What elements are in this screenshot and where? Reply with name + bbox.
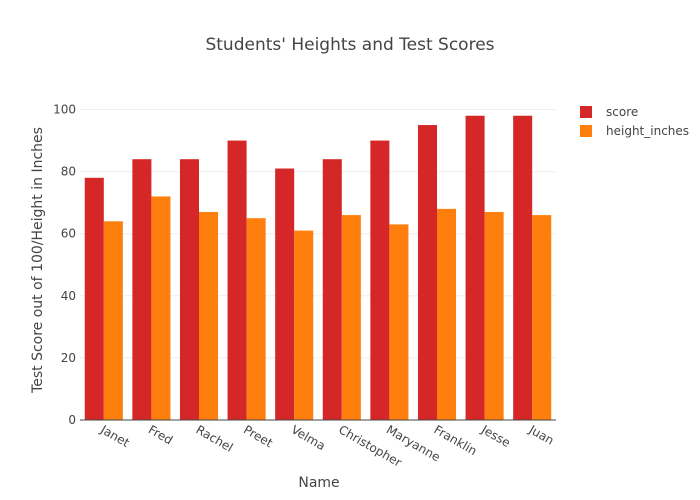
bar-height_inches-janet[interactable] bbox=[103, 221, 123, 420]
legend-swatch-score[interactable] bbox=[580, 106, 592, 118]
bar-height_inches-velma[interactable] bbox=[294, 230, 314, 420]
bar-score-velma[interactable] bbox=[275, 168, 295, 420]
bar-score-janet[interactable] bbox=[84, 177, 104, 420]
bar-height_inches-fred[interactable] bbox=[151, 196, 171, 420]
legend-swatch-height_inches[interactable] bbox=[580, 125, 592, 137]
y-axis-title: Test Score out of 100/Height in Inches bbox=[30, 127, 46, 394]
bar-score-juan[interactable] bbox=[513, 115, 533, 420]
y-tick-label: 0 bbox=[68, 413, 76, 427]
y-tick-label: 40 bbox=[61, 289, 76, 303]
y-tick-label: 20 bbox=[61, 351, 76, 365]
x-tick-label: Rachel bbox=[194, 422, 236, 454]
x-tick-label: Velma bbox=[289, 422, 328, 453]
bar-score-rachel[interactable] bbox=[179, 159, 199, 420]
bar-score-christopher[interactable] bbox=[322, 159, 342, 420]
x-tick-label: Fred bbox=[146, 422, 175, 447]
legend-label-score[interactable]: score bbox=[606, 105, 638, 119]
y-tick-label: 60 bbox=[61, 227, 76, 241]
bar-score-jesse[interactable] bbox=[465, 115, 485, 420]
bar-height_inches-juan[interactable] bbox=[532, 215, 552, 420]
bar-height_inches-christopher[interactable] bbox=[341, 215, 361, 420]
bar-height_inches-maryanne[interactable] bbox=[389, 224, 409, 420]
bar-score-franklin[interactable] bbox=[417, 125, 437, 421]
bar-score-fred[interactable] bbox=[132, 159, 152, 420]
x-axis-title: Name bbox=[298, 475, 339, 491]
x-tick-label: Janet bbox=[97, 422, 132, 450]
legend[interactable]: score height_inches bbox=[580, 105, 689, 138]
bar-score-preet[interactable] bbox=[227, 140, 247, 421]
y-tick-label: 100 bbox=[53, 103, 76, 117]
legend-label-height_inches[interactable]: height_inches bbox=[606, 124, 689, 138]
x-tick-label: Preet bbox=[241, 422, 275, 450]
bar-height_inches-franklin[interactable] bbox=[437, 208, 457, 420]
x-tick-label: Juan bbox=[526, 422, 556, 448]
y-tick-label: 80 bbox=[61, 165, 76, 179]
bars bbox=[84, 115, 552, 421]
bar-score-maryanne[interactable] bbox=[370, 140, 390, 421]
bar-height_inches-preet[interactable] bbox=[246, 218, 266, 420]
bar-height_inches-rachel[interactable] bbox=[199, 211, 219, 420]
chart-title: Students' Heights and Test Scores bbox=[205, 35, 494, 55]
x-tick-label: Jesse bbox=[478, 422, 513, 450]
bar-height_inches-jesse[interactable] bbox=[484, 211, 504, 420]
